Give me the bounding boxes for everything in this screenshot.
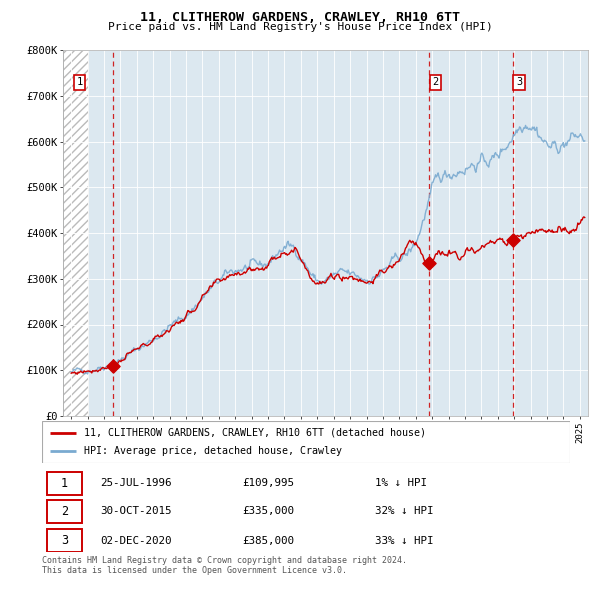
Text: 3: 3 [61, 534, 68, 547]
Text: HPI: Average price, detached house, Crawley: HPI: Average price, detached house, Craw… [84, 446, 342, 456]
Point [508, 235, 518, 245]
Text: 25-JUL-1996: 25-JUL-1996 [100, 478, 172, 488]
Text: £109,995: £109,995 [242, 478, 295, 488]
Bar [47, 471, 82, 495]
Text: 1: 1 [61, 477, 68, 490]
Text: 30-OCT-2015: 30-OCT-2015 [100, 506, 172, 516]
Text: £335,000: £335,000 [242, 506, 295, 516]
Point [425, 258, 434, 267]
Bar [47, 529, 82, 552]
Text: Contains HM Land Registry data © Crown copyright and database right 2024.
This d: Contains HM Land Registry data © Crown c… [42, 556, 407, 575]
Text: 11, CLITHEROW GARDENS, CRAWLEY, RH10 6TT (detached house): 11, CLITHEROW GARDENS, CRAWLEY, RH10 6TT… [84, 428, 426, 438]
Text: £385,000: £385,000 [242, 536, 295, 546]
Bar [47, 500, 82, 523]
Text: 2: 2 [432, 77, 439, 87]
Text: 1% ↓ HPI: 1% ↓ HPI [374, 478, 427, 488]
Text: 1: 1 [76, 77, 83, 87]
Text: Price paid vs. HM Land Registry's House Price Index (HPI): Price paid vs. HM Land Registry's House … [107, 22, 493, 32]
Text: 2: 2 [61, 505, 68, 518]
Text: 3: 3 [516, 77, 522, 87]
Text: 02-DEC-2020: 02-DEC-2020 [100, 536, 172, 546]
Point [109, 361, 118, 371]
Text: 11, CLITHEROW GARDENS, CRAWLEY, RH10 6TT: 11, CLITHEROW GARDENS, CRAWLEY, RH10 6TT [140, 11, 460, 24]
Text: 32% ↓ HPI: 32% ↓ HPI [374, 506, 433, 516]
Text: 33% ↓ HPI: 33% ↓ HPI [374, 536, 433, 546]
